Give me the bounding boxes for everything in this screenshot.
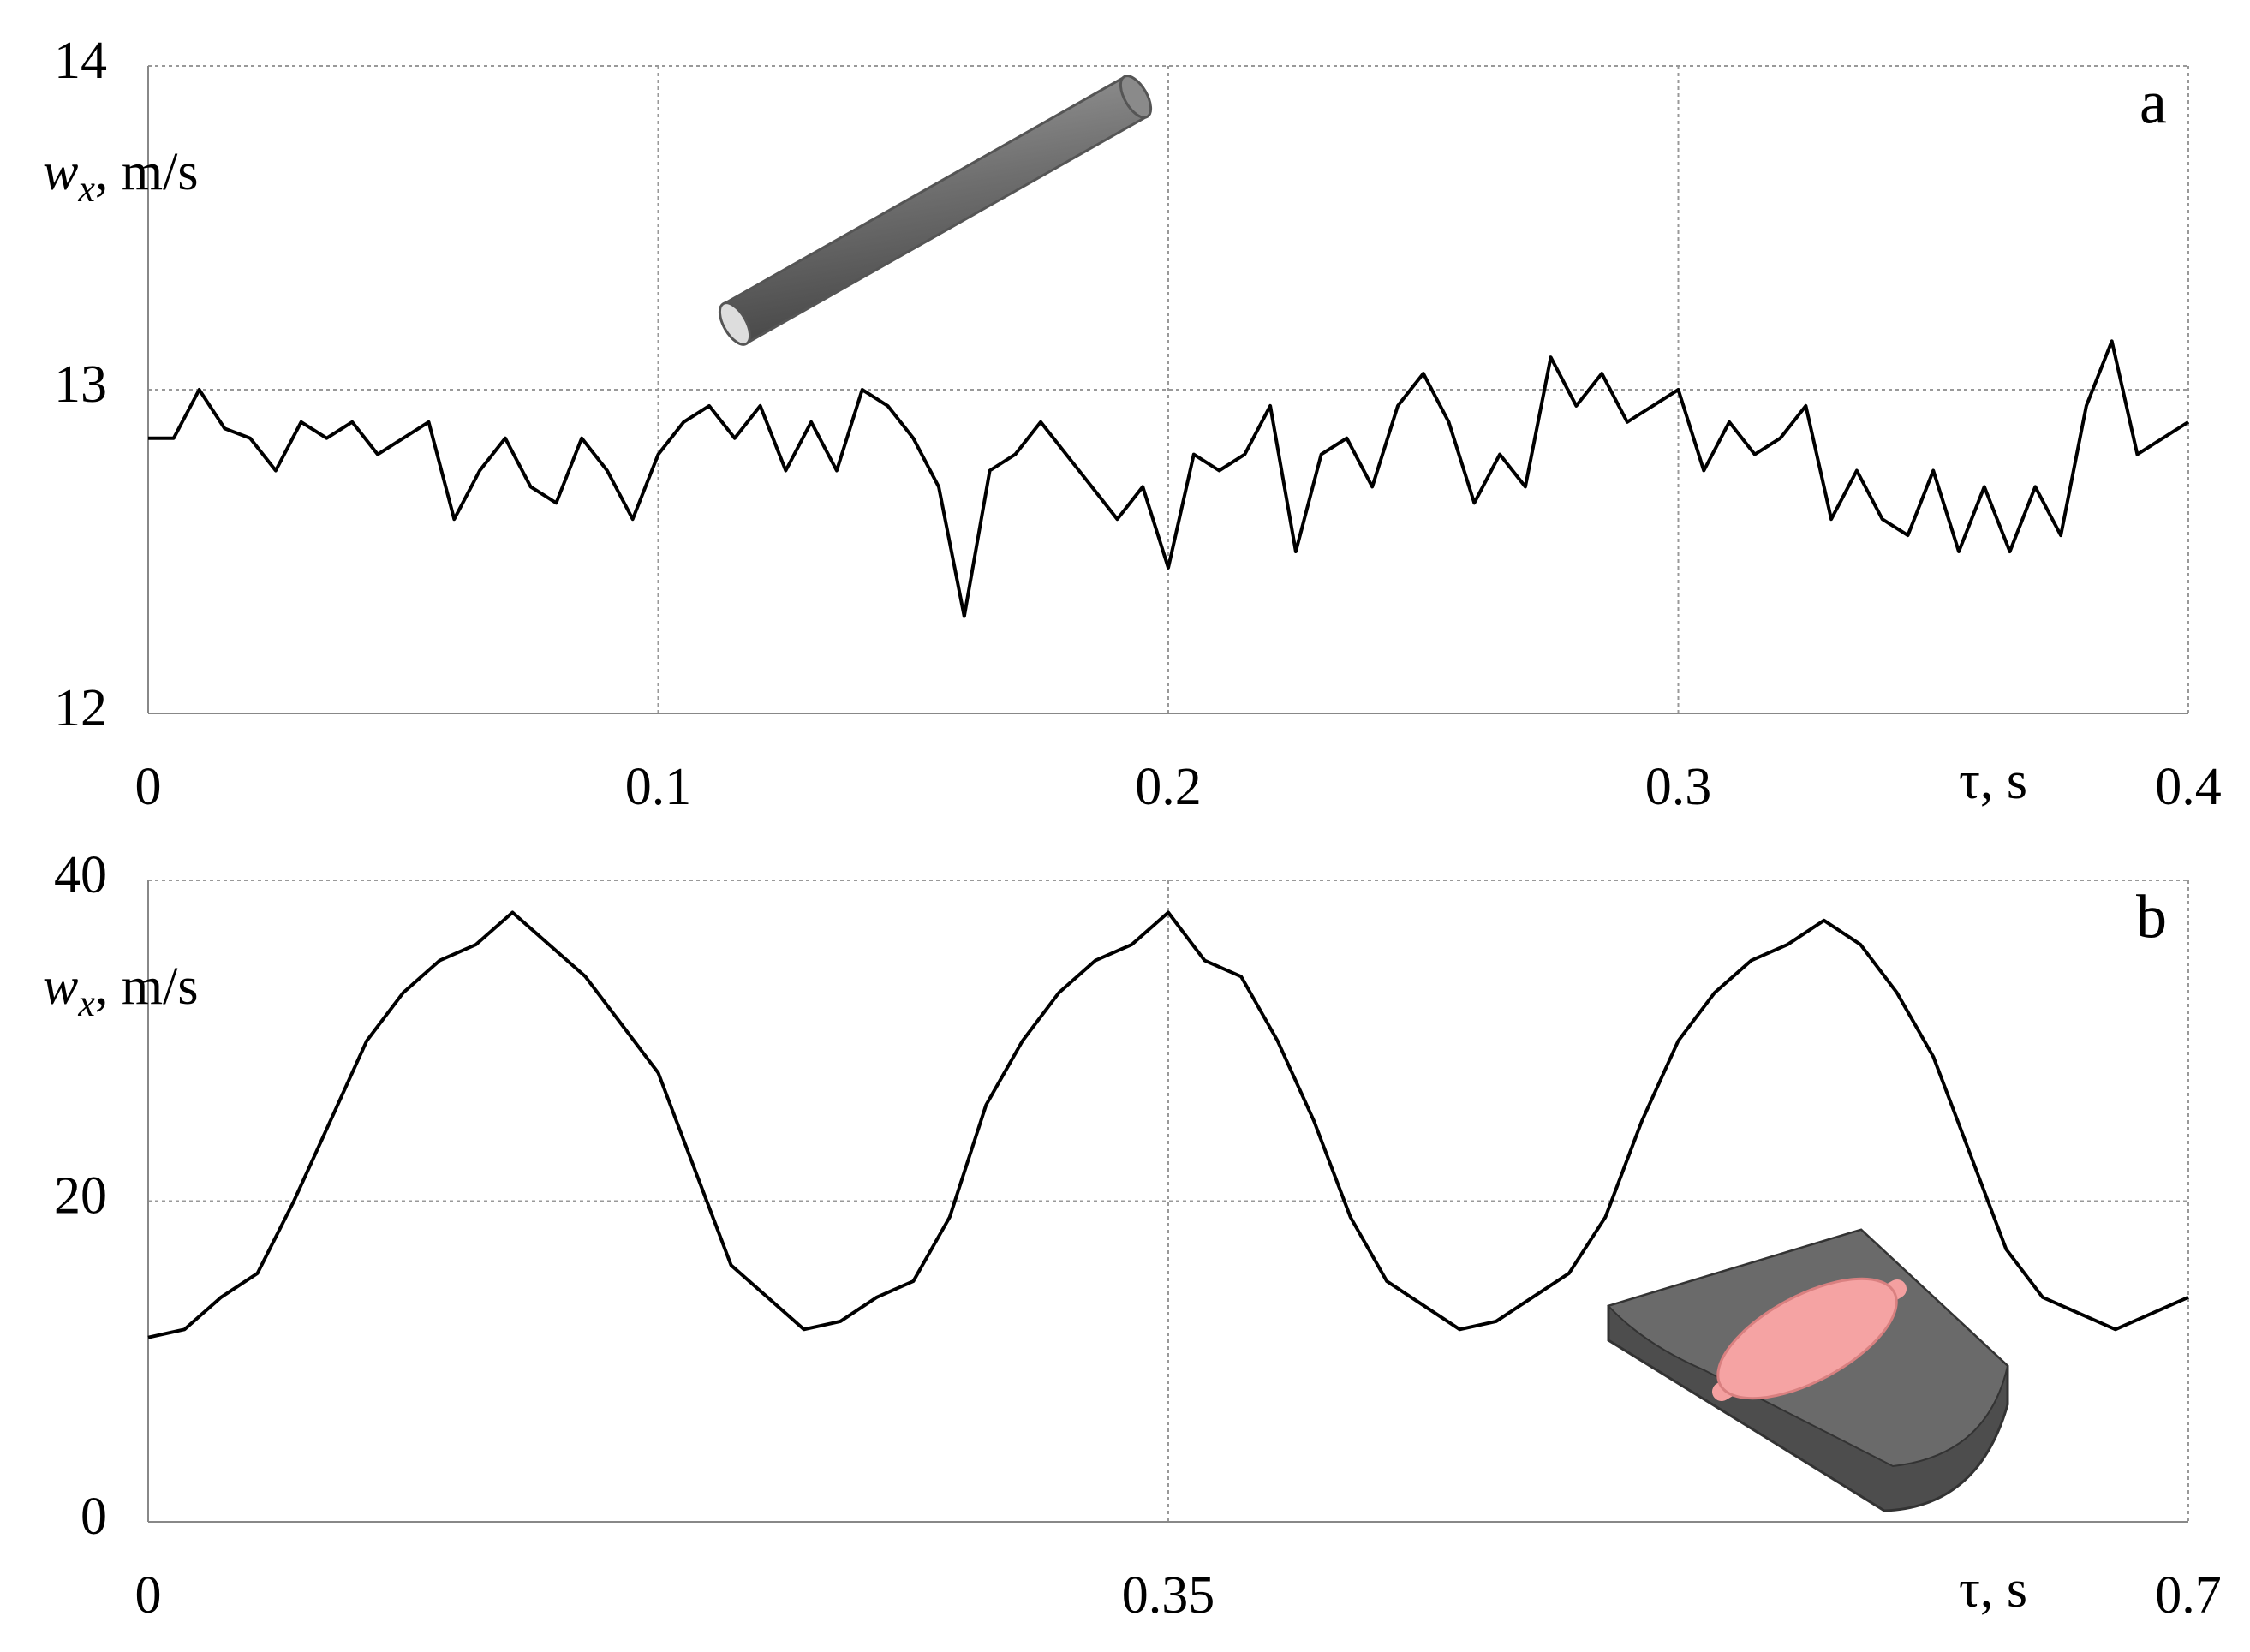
y-label-unit: , m/s [95, 957, 199, 1016]
cylinder-illustration [718, 75, 1153, 346]
y-label-unit: , m/s [95, 143, 199, 201]
y-tick-label: 20 [54, 1167, 107, 1226]
x-tick-label: 0.35 [1122, 1566, 1215, 1625]
y-axis-label: wx, m/s [43, 957, 198, 1024]
x-tick-label: 0.7 [2155, 1566, 2222, 1625]
x-tick-label: 0.4 [2155, 758, 2222, 816]
y-label-symbol: w [43, 957, 78, 1016]
x-axis-label: τ, s [1959, 752, 2027, 810]
channel-illustration [1607, 1228, 2009, 1512]
y-label-symbol: w [43, 143, 78, 201]
x-tick-label: 0 [135, 758, 162, 816]
x-tick-label: 0 [135, 1566, 162, 1625]
x-tick-label: 0.2 [1135, 758, 1202, 816]
rod-end [1119, 75, 1153, 119]
y-label-subscript: x [77, 982, 95, 1024]
rod-opening [718, 301, 752, 346]
x-tick-label: 0.3 [1645, 758, 1712, 816]
y-tick-label: 14 [54, 32, 107, 90]
damper-disk [1716, 1277, 1898, 1400]
panel-label: a [2140, 69, 2167, 137]
data-line [147, 910, 2189, 1339]
y-tick-label: 40 [54, 846, 107, 904]
rod-body [724, 78, 1147, 343]
y-tick-label: 13 [54, 355, 107, 414]
panel-label: b [2136, 883, 2167, 951]
x-tick-label: 0.1 [625, 758, 692, 816]
y-axis-label: wx, m/s [43, 143, 198, 210]
y-label-subscript: x [77, 168, 95, 210]
y-tick-label: 12 [54, 679, 107, 737]
data-line [148, 339, 2190, 618]
x-axis-label: τ, s [1959, 1560, 2027, 1619]
y-tick-label: 0 [81, 1488, 107, 1546]
